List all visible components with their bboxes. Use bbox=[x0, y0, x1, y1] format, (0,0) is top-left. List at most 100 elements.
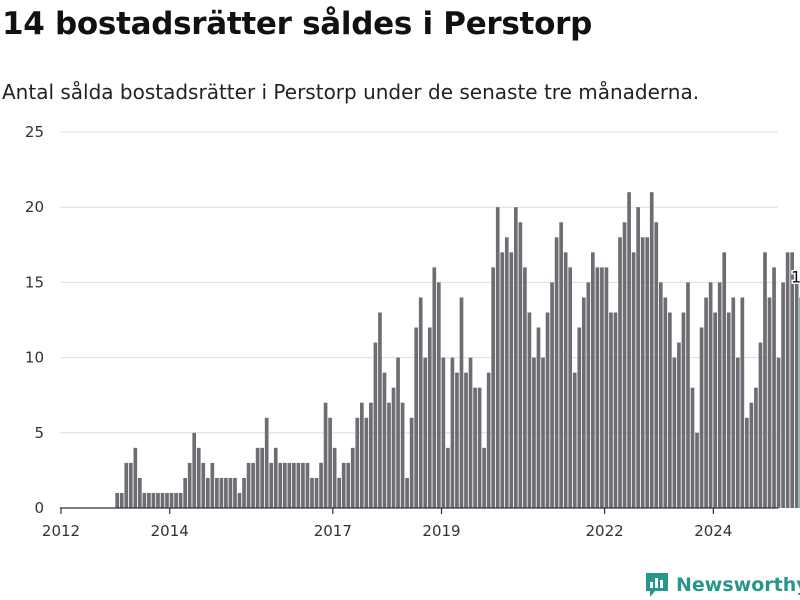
bar bbox=[663, 297, 668, 508]
bar bbox=[763, 252, 767, 508]
bar bbox=[359, 402, 364, 508]
bar bbox=[668, 312, 672, 508]
bar bbox=[246, 462, 251, 508]
bar bbox=[722, 252, 727, 508]
bar bbox=[532, 357, 536, 508]
bar bbox=[545, 312, 550, 508]
bar bbox=[699, 327, 704, 508]
y-tick-label: 10 bbox=[25, 349, 44, 367]
bar bbox=[554, 237, 559, 508]
bar bbox=[151, 492, 156, 508]
bar bbox=[455, 372, 459, 508]
bar bbox=[178, 492, 183, 508]
bar bbox=[156, 492, 160, 508]
bar bbox=[486, 372, 491, 508]
bar bbox=[672, 357, 677, 508]
bar bbox=[717, 282, 722, 508]
bar bbox=[341, 462, 346, 508]
bar bbox=[523, 267, 527, 508]
bar bbox=[504, 237, 509, 508]
bar bbox=[790, 252, 795, 508]
bar bbox=[251, 462, 255, 508]
bar bbox=[115, 492, 120, 508]
bar bbox=[255, 447, 260, 508]
bar bbox=[355, 417, 360, 508]
bar bbox=[559, 222, 563, 509]
bar bbox=[772, 267, 776, 508]
bar bbox=[328, 417, 332, 508]
bar bbox=[215, 477, 219, 508]
bar bbox=[237, 492, 242, 508]
bar bbox=[350, 447, 355, 508]
bar bbox=[369, 402, 373, 508]
bar bbox=[192, 432, 197, 508]
bar bbox=[754, 387, 758, 508]
bar bbox=[631, 252, 636, 508]
bar bbox=[658, 282, 663, 508]
bar bbox=[409, 417, 414, 508]
latest-value-label: 14 bbox=[791, 267, 800, 286]
bar bbox=[196, 447, 201, 508]
bar bbox=[640, 237, 645, 508]
bar bbox=[645, 237, 650, 508]
bar bbox=[319, 462, 323, 508]
bar bbox=[400, 402, 405, 508]
bar bbox=[500, 252, 505, 508]
bar bbox=[776, 357, 781, 508]
bar bbox=[219, 477, 224, 508]
bar bbox=[224, 477, 228, 508]
bar bbox=[346, 462, 351, 508]
bar bbox=[264, 417, 269, 508]
bar bbox=[708, 282, 713, 508]
x-tick-label: 2014 bbox=[151, 522, 189, 540]
y-tick-label: 20 bbox=[25, 198, 44, 216]
bar bbox=[627, 192, 631, 508]
bar bbox=[138, 477, 142, 508]
bar bbox=[613, 312, 618, 508]
x-tick-label: 2012 bbox=[42, 522, 80, 540]
bar bbox=[174, 492, 178, 508]
y-tick-label: 15 bbox=[25, 273, 44, 291]
bar bbox=[228, 477, 233, 508]
bar bbox=[745, 417, 749, 508]
bar bbox=[427, 327, 432, 508]
bars bbox=[115, 192, 800, 509]
bar-chart: 0 5 10 15 20 25 2012 2014 2017 2019 2022 2024 14 bbox=[25, 123, 800, 540]
bar bbox=[436, 282, 441, 508]
bar bbox=[147, 492, 151, 508]
bar bbox=[794, 282, 799, 508]
axes bbox=[60, 507, 778, 514]
bar bbox=[568, 267, 573, 508]
bar bbox=[205, 477, 210, 508]
bar bbox=[577, 327, 582, 508]
bar bbox=[677, 342, 681, 508]
bar bbox=[119, 492, 124, 508]
bar bbox=[477, 387, 482, 508]
bar bbox=[233, 477, 237, 508]
bar bbox=[273, 447, 278, 508]
bar bbox=[387, 402, 391, 508]
brand-name: Newsworthy bbox=[676, 574, 800, 596]
bar bbox=[323, 402, 328, 508]
bar bbox=[287, 462, 292, 508]
bar bbox=[686, 282, 690, 508]
x-tick-label: 2024 bbox=[694, 522, 732, 540]
newsworthy-logo-icon bbox=[646, 573, 668, 597]
bar bbox=[681, 312, 686, 508]
y-tick-label: 0 bbox=[34, 499, 44, 517]
bar bbox=[187, 462, 192, 508]
bar bbox=[373, 342, 378, 508]
bar bbox=[242, 477, 246, 508]
bar bbox=[609, 312, 613, 508]
bar bbox=[441, 357, 446, 508]
x-tick-label: 2017 bbox=[314, 522, 352, 540]
bar bbox=[473, 387, 477, 508]
bar bbox=[704, 297, 708, 508]
bar bbox=[378, 312, 382, 508]
bar bbox=[142, 492, 147, 508]
bar bbox=[690, 387, 695, 508]
chart-title: 14 bostadsrätter såldes i Perstorp bbox=[2, 6, 592, 42]
bar bbox=[622, 222, 627, 509]
bar bbox=[767, 297, 772, 508]
bar bbox=[310, 477, 314, 508]
